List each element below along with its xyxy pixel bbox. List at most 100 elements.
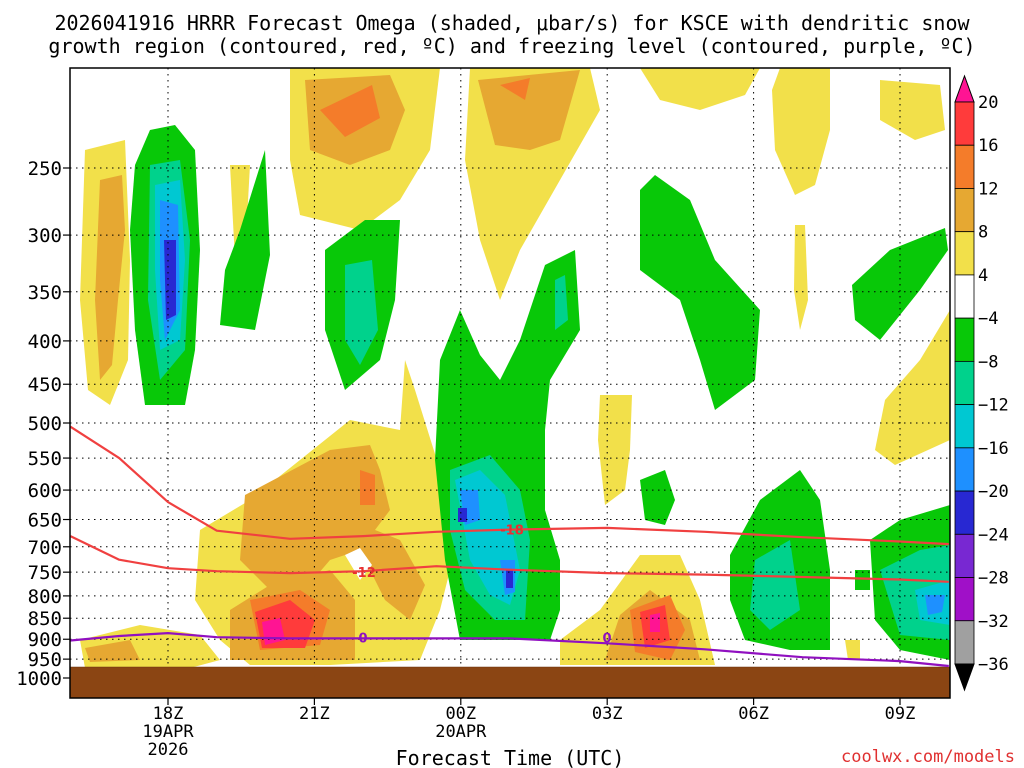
- label-freezing-0b: 0: [602, 631, 611, 646]
- y-tick-label-800: 800: [28, 586, 62, 608]
- x-tick-label-06Z: 06Z: [738, 704, 769, 724]
- omega-region-34: [640, 175, 760, 410]
- colorbar-segment-11: [954, 577, 975, 622]
- colorbar-segment-8: [954, 447, 975, 492]
- label-minus12: -12: [352, 566, 376, 581]
- y-tick-label-250: 250: [28, 158, 62, 180]
- omega-region-32: [220, 150, 270, 330]
- label-freezing-0a: 0: [358, 631, 367, 646]
- y-tick-label-750: 750: [28, 562, 62, 584]
- y-tick-label-450: 450: [28, 374, 62, 396]
- omega-region-8: [598, 395, 632, 505]
- y-tick-label-550: 550: [28, 448, 62, 470]
- y-tick-label-900: 900: [28, 629, 62, 651]
- omega-region-26: [360, 470, 375, 505]
- colorbar-top-triangle: [954, 74, 975, 103]
- x-tick-label-09Z: 09Z: [885, 704, 916, 724]
- colorbar-label-12: −32: [978, 612, 1009, 632]
- omega-region-15: [478, 70, 580, 150]
- omega-region-23: [500, 78, 530, 100]
- omega-region-37: [640, 470, 675, 525]
- omega-region-6: [794, 225, 808, 330]
- plot-frame: [69, 67, 951, 699]
- colorbar-segment-4: [954, 274, 975, 319]
- ground-surface: [69, 666, 951, 699]
- dgz-contour-minus18: [69, 425, 949, 546]
- omega-region-21: [85, 640, 140, 662]
- y-axis: 2503003504004505005506006507007508008509…: [16, 158, 70, 690]
- colorbar-segment-3: [954, 231, 975, 276]
- colorbar-segment-0: [954, 101, 975, 146]
- omega-region-30: [650, 613, 660, 632]
- y-tick-label-850: 850: [28, 608, 62, 630]
- x-axis-label: Forecast Time (UTC): [396, 746, 625, 768]
- colorbar-label-7: −12: [978, 396, 1009, 416]
- y-tick-label-1000: 1000: [16, 668, 62, 690]
- colorbar-segment-10: [954, 533, 975, 578]
- y-tick-label-700: 700: [28, 537, 62, 559]
- y-tick-label-950: 950: [28, 649, 62, 671]
- colorbar-label-3: 8: [978, 223, 988, 243]
- colorbar-label-10: −24: [978, 525, 1009, 545]
- y-tick-label-300: 300: [28, 225, 62, 247]
- y-tick-label-600: 600: [28, 480, 62, 502]
- colorbar-label-0: 20: [978, 93, 998, 113]
- omega-region-13: [845, 640, 860, 660]
- watermark: coolwx.com/models: [841, 747, 1015, 767]
- temperature-contours: -18 -12 0 0: [69, 425, 949, 668]
- omega-region-53: [925, 595, 945, 615]
- colorbar-label-5: −4: [978, 309, 998, 329]
- colorbar-label-4: 4: [978, 266, 988, 286]
- colorbar-label-8: −16: [978, 439, 1009, 459]
- x-tick-date-00Z: 20APR: [435, 722, 487, 742]
- omega-region-54: [164, 240, 176, 320]
- omega-region-3: [772, 68, 830, 195]
- colorbar-label-11: −28: [978, 569, 1009, 589]
- x-tick-label-21Z: 21Z: [299, 704, 330, 724]
- freezing-level-contour: [70, 632, 949, 668]
- colorbar-segment-9: [954, 490, 975, 535]
- colorbar-label-9: −20: [978, 482, 1009, 502]
- chart-title-line2: growth region (contoured, red, ºC) and f…: [48, 34, 975, 58]
- omega-region-45: [750, 540, 800, 630]
- colorbar-segment-1: [954, 144, 975, 189]
- colorbar-label-6: −8: [978, 352, 998, 372]
- colorbar-label-1: 16: [978, 136, 998, 156]
- omega-region-17: [240, 445, 390, 595]
- omega-region-16: [95, 175, 125, 380]
- chart-title-line1: 2026041916 HRRR Forecast Omega (shaded, …: [54, 11, 970, 35]
- x-tick-date-18Z: 19APR: [142, 722, 194, 742]
- y-tick-label-350: 350: [28, 282, 62, 304]
- colorbar-bottom-triangle: [954, 663, 975, 692]
- dgz-contour-minus12: [69, 535, 949, 583]
- omega-region-40: [855, 570, 870, 590]
- colorbar-segment-7: [954, 404, 975, 449]
- omega-region-42: [345, 260, 378, 365]
- colorbar-segment-6: [954, 360, 975, 406]
- x-tick-label-03Z: 03Z: [592, 704, 623, 724]
- label-minus18: -18: [500, 524, 524, 539]
- y-tick-label-650: 650: [28, 510, 62, 532]
- x-tick-label-18Z: 18Z: [153, 704, 184, 724]
- x-tick-label-00Z: 00Z: [445, 704, 476, 724]
- colorbar-label-13: −36: [978, 655, 1009, 675]
- omega-region-56: [506, 570, 513, 588]
- y-tick-label-400: 400: [28, 331, 62, 353]
- colorbar-segment-12: [954, 620, 975, 665]
- colorbar-label-2: 12: [978, 179, 998, 199]
- omega-region-2: [640, 68, 760, 110]
- omega-region-44: [555, 275, 568, 330]
- colorbar-segment-5: [954, 317, 975, 362]
- omega-region-55: [458, 508, 467, 522]
- omega-region-22: [320, 85, 380, 137]
- colorbar-segment-2: [954, 188, 975, 233]
- colorbar-legend: 20 16 12 8 4 −4 −8 −12 −16 −20 −24 −28 −32 −36: [954, 74, 1009, 692]
- omega-shading: [80, 68, 950, 668]
- omega-region-4: [880, 80, 945, 140]
- x-tick-year-18Z: 2026: [148, 740, 189, 760]
- omega-region-9: [875, 310, 950, 465]
- plot-area: -18 -12 0 0: [69, 67, 951, 699]
- y-tick-label-500: 500: [28, 413, 62, 435]
